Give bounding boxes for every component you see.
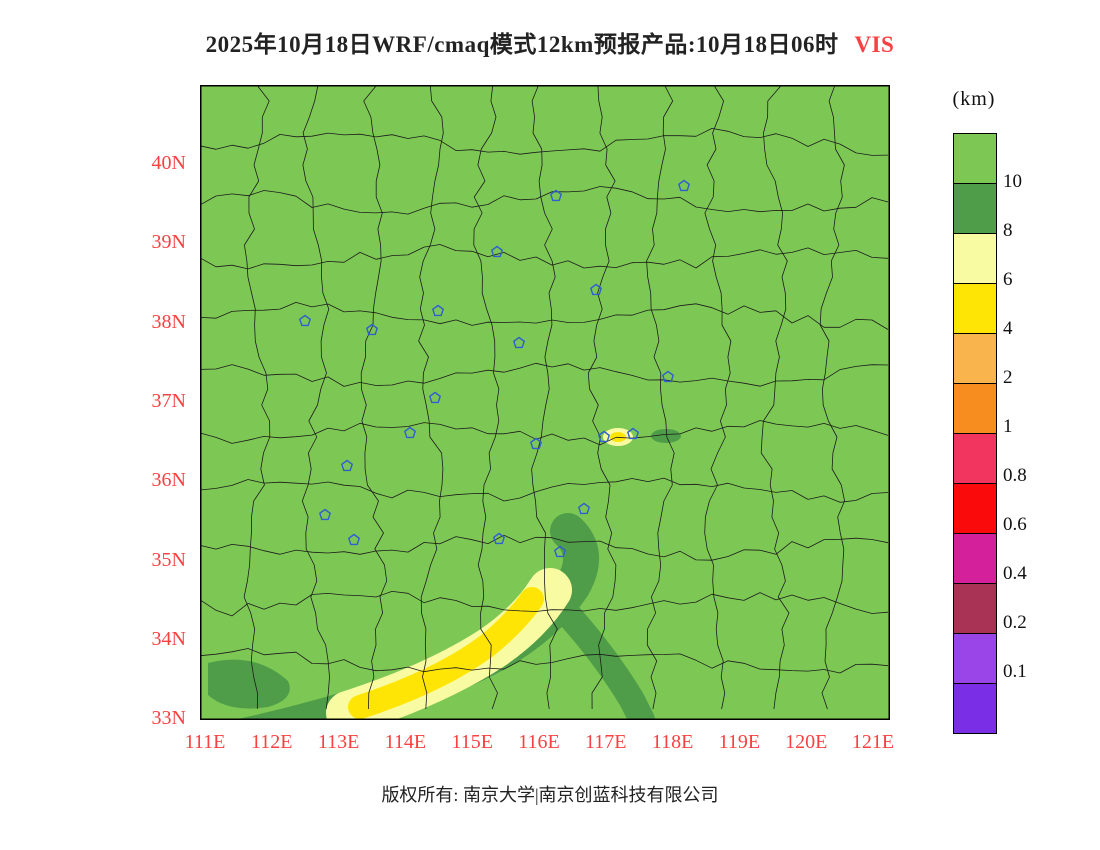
forecast-map bbox=[199, 84, 890, 755]
boundary-line bbox=[199, 362, 889, 387]
colorbar-cell bbox=[953, 583, 997, 634]
lat-label: 40N bbox=[151, 152, 186, 174]
lat-label: 33N bbox=[151, 707, 186, 730]
colorbar-cell bbox=[953, 233, 997, 284]
title-variable-vis: VIS bbox=[854, 32, 895, 57]
colorbar-tick-label: 1 bbox=[1003, 416, 1013, 437]
lon-label: 119E bbox=[718, 731, 761, 753]
boundary-line bbox=[646, 84, 675, 710]
colorbar-cell bbox=[953, 683, 997, 734]
boundary-line bbox=[760, 84, 790, 710]
boundary-line bbox=[199, 648, 889, 674]
boundary-line bbox=[418, 84, 444, 710]
city-markers bbox=[298, 179, 691, 558]
city-marker-pentagon-icon bbox=[492, 532, 506, 545]
colorbar bbox=[953, 133, 997, 734]
colorbar-tick-label: 2 bbox=[1003, 367, 1013, 388]
boundary-line bbox=[199, 591, 889, 617]
boundary-line bbox=[473, 84, 500, 710]
colorbar-tick-label: 10 bbox=[1003, 171, 1022, 192]
county-boundaries bbox=[199, 84, 889, 710]
lat-label: 36N bbox=[151, 469, 186, 492]
lon-label: 112E bbox=[251, 731, 293, 753]
boundary-line bbox=[243, 84, 271, 710]
city-marker-pentagon-icon bbox=[589, 283, 603, 296]
city-marker-pentagon-icon bbox=[553, 545, 567, 558]
boundary-line bbox=[301, 84, 330, 710]
low-vis-band-yellow bbox=[348, 587, 544, 719]
colorbar-cell bbox=[953, 133, 997, 184]
low-vis-spot-darkgreen bbox=[651, 429, 681, 443]
lat-label: 35N bbox=[151, 548, 186, 571]
lon-label: 120E bbox=[785, 731, 828, 753]
boundary-line bbox=[199, 186, 889, 215]
boundary-line bbox=[199, 534, 889, 561]
boundary-line bbox=[360, 84, 388, 710]
colorbar-tick-label: 4 bbox=[1003, 318, 1013, 339]
map-border bbox=[200, 85, 890, 720]
lon-label: 117E bbox=[585, 731, 627, 753]
lon-label: 116E bbox=[518, 731, 560, 753]
lon-label: 115E bbox=[451, 731, 493, 753]
lon-label: 121E bbox=[851, 731, 895, 753]
lat-label: 37N bbox=[151, 389, 186, 412]
city-marker-pentagon-icon bbox=[626, 427, 640, 440]
city-marker-pentagon-icon bbox=[677, 179, 691, 192]
lon-label: 111E bbox=[184, 731, 226, 753]
city-marker-pentagon-icon bbox=[577, 502, 591, 515]
colorbar-cell bbox=[953, 383, 997, 434]
boundary-line bbox=[199, 302, 889, 330]
colorbar-tick-label: 0.8 bbox=[1003, 465, 1027, 486]
city-marker-pentagon-icon bbox=[431, 304, 445, 317]
boundary-line bbox=[199, 477, 889, 503]
boundary-line bbox=[704, 84, 732, 710]
colorbar-tick-label: 0.2 bbox=[1003, 612, 1027, 633]
city-marker-pentagon-icon bbox=[512, 336, 526, 349]
colorbar-cell bbox=[953, 283, 997, 334]
lat-label: 34N bbox=[151, 627, 186, 650]
colorbar-tick-label: 0.1 bbox=[1003, 661, 1027, 682]
boundary-line bbox=[199, 420, 889, 446]
boundary-line bbox=[819, 84, 845, 710]
boundary-line bbox=[587, 84, 617, 710]
city-marker-pentagon-icon bbox=[490, 245, 504, 258]
lon-label: 114E bbox=[384, 731, 427, 753]
city-marker-pentagon-icon bbox=[298, 314, 312, 327]
colorbar-tick-label: 6 bbox=[1003, 269, 1013, 290]
city-marker-pentagon-icon bbox=[365, 323, 379, 336]
boundary-line bbox=[199, 128, 889, 156]
colorbar-tick-label: 0.4 bbox=[1003, 563, 1027, 584]
page-title: 2025年10月18日WRF/cmaq模式12km预报产品:10月18日06时 V… bbox=[0, 25, 1100, 59]
boundary-line bbox=[199, 244, 889, 270]
map-area bbox=[199, 84, 890, 755]
city-marker-pentagon-icon bbox=[318, 508, 332, 521]
colorbar-cell bbox=[953, 433, 997, 484]
lat-label: 39N bbox=[151, 231, 186, 254]
title-text: 2025年10月18日WRF/cmaq模式12km预报产品:10月18日06时 bbox=[205, 32, 839, 57]
copyright-footer: 版权所有: 南京大学|南京创蓝科技有限公司 bbox=[381, 785, 719, 805]
boundary-line bbox=[531, 84, 558, 710]
lon-label: 113E bbox=[317, 731, 360, 753]
low-vis-blob-southwest bbox=[208, 659, 290, 709]
city-marker-pentagon-icon bbox=[403, 426, 417, 439]
lat-label: 38N bbox=[151, 310, 186, 333]
city-marker-pentagon-icon bbox=[340, 459, 354, 472]
city-marker-pentagon-icon bbox=[428, 391, 442, 404]
city-marker-pentagon-icon bbox=[347, 533, 361, 546]
colorbar-cell bbox=[953, 333, 997, 384]
colorbar-tick-label: 8 bbox=[1003, 220, 1013, 241]
city-marker-pentagon-icon bbox=[529, 437, 543, 450]
colorbar-cell bbox=[953, 633, 997, 684]
colorbar-unit-label: (km) bbox=[952, 88, 996, 110]
city-marker-pentagon-icon bbox=[661, 370, 675, 383]
city-marker-pentagon-icon bbox=[597, 430, 611, 443]
colorbar-cell bbox=[953, 183, 997, 234]
lon-label: 118E bbox=[651, 731, 694, 753]
city-marker-pentagon-icon bbox=[549, 189, 563, 202]
colorbar-tick-label: 0.6 bbox=[1003, 514, 1027, 535]
colorbar-cell bbox=[953, 533, 997, 584]
colorbar-cell bbox=[953, 483, 997, 534]
